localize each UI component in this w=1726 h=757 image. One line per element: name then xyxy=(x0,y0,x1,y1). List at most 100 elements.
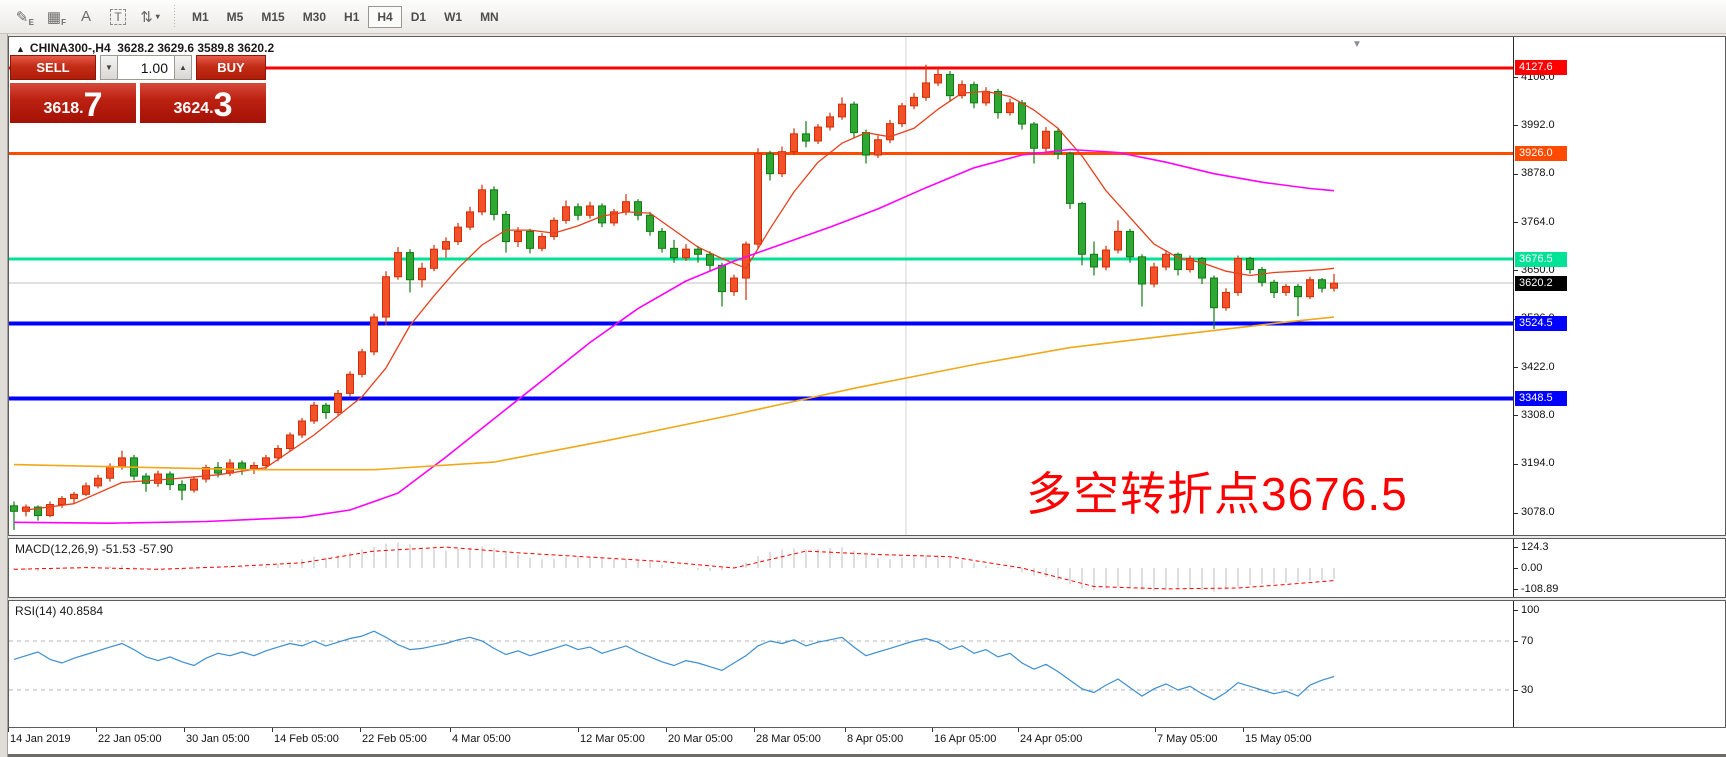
volume-increase-button[interactable]: ▲ xyxy=(174,55,192,80)
level-price-label: 4127.6 xyxy=(1515,60,1567,75)
window-bottom-edge xyxy=(8,754,1726,757)
chart-shift-marker-icon[interactable]: ▼ xyxy=(1352,39,1362,50)
time-axis-label: 22 Jan 05:00 xyxy=(98,733,162,745)
macd-axis[interactable]: 124.3 0.00 -108.89 xyxy=(1513,539,1725,597)
axis-tick-label: 100 xyxy=(1521,604,1540,616)
axis-tick xyxy=(1514,641,1518,642)
buy-button[interactable]: BUY xyxy=(196,55,266,80)
level-price-label: 3348.5 xyxy=(1515,391,1567,406)
level-price-label: 3524.5 xyxy=(1515,316,1567,331)
cursor-mode-icon[interactable]: ⇅ ▾ xyxy=(140,8,160,26)
time-axis-label: 12 Mar 05:00 xyxy=(580,733,645,745)
drawing-tools-group: ✎ E ▦ F A T ⇅ ▾ xyxy=(6,4,166,30)
macd-indicator-panel: MACD(12,26,9) -51.53 -57.90 124.3 0.00 -10… xyxy=(8,538,1726,598)
time-tick xyxy=(450,728,451,732)
tab-timeframe-h1[interactable]: H1 xyxy=(344,9,360,24)
rsi-label: RSI(14) 40.8584 xyxy=(15,604,104,618)
axis-tick xyxy=(1514,589,1518,590)
time-axis-label: 8 Apr 05:00 xyxy=(847,733,904,745)
axis-tick xyxy=(1514,222,1518,223)
price-axis[interactable]: 4106.03992.03878.03764.03650.03536.03422… xyxy=(1513,37,1725,535)
macd-label: MACD(12,26,9) -51.53 -57.90 xyxy=(15,542,174,556)
ohlc-values: 3628.2 3629.6 3589.8 3620.2 xyxy=(117,41,275,55)
time-axis-label: 14 Jan 2019 xyxy=(10,733,71,745)
candlestick-chart[interactable] xyxy=(9,37,1513,535)
axis-tick-label: 30 xyxy=(1521,684,1534,696)
time-tick xyxy=(1018,728,1019,732)
axis-tick xyxy=(1514,415,1518,416)
time-tick xyxy=(754,728,755,732)
buy-price-big: 3 xyxy=(213,86,233,125)
time-tick xyxy=(1243,728,1244,732)
volume-input[interactable] xyxy=(118,55,174,80)
time-axis-label: 30 Jan 05:00 xyxy=(186,733,250,745)
tab-timeframe-m1[interactable]: M1 xyxy=(192,9,209,24)
axis-tick xyxy=(1514,464,1518,465)
axis-tick xyxy=(1514,174,1518,175)
level-price-label: 3676.5 xyxy=(1515,252,1567,267)
toolbar-separator[interactable] xyxy=(172,4,177,29)
axis-tick-label: 3764.0 xyxy=(1521,216,1555,228)
symbol-period-label: CHINA300-,H4 xyxy=(29,41,111,55)
text-a-icon[interactable]: A xyxy=(80,8,91,25)
time-tick xyxy=(8,728,9,732)
time-axis-label: 14 Feb 05:00 xyxy=(274,733,339,745)
window-left-edge xyxy=(0,34,8,757)
timeframe-group: M1 M5 M15 M30 H1 H4 D1 W1 MN xyxy=(183,5,508,28)
time-tick xyxy=(845,728,846,732)
time-tick xyxy=(272,728,273,732)
sell-price-big: 7 xyxy=(83,86,103,125)
axis-tick xyxy=(1514,610,1518,611)
time-tick xyxy=(184,728,185,732)
level-price-label: 3926.0 xyxy=(1515,146,1567,161)
tab-timeframe-h4[interactable]: H4 xyxy=(368,5,402,28)
time-axis-label: 22 Feb 05:00 xyxy=(362,733,427,745)
macd-chart[interactable] xyxy=(9,539,1513,597)
chinese-annotation-text: 多空转折点3676.5 xyxy=(1026,468,1408,520)
axis-tick xyxy=(1514,270,1518,271)
collapse-triangle-icon[interactable]: ▲ xyxy=(16,44,25,54)
axis-tick-label: 3078.0 xyxy=(1521,506,1555,518)
axis-tick-label: 3422.0 xyxy=(1521,361,1555,373)
axis-tick xyxy=(1514,125,1518,126)
tab-timeframe-m30[interactable]: M30 xyxy=(302,9,327,24)
rsi-chart[interactable] xyxy=(9,601,1513,727)
time-axis-label: 28 Mar 05:00 xyxy=(756,733,821,745)
tab-timeframe-mn[interactable]: MN xyxy=(480,9,499,24)
sell-quote[interactable]: 3618. 7 xyxy=(10,83,136,123)
axis-tick xyxy=(1514,568,1518,569)
buy-price-small: 3624. xyxy=(173,100,214,117)
tab-timeframe-m15[interactable]: M15 xyxy=(261,9,285,24)
time-axis-label: 7 May 05:00 xyxy=(1157,733,1218,745)
time-tick xyxy=(666,728,667,732)
time-axis-label: 24 Apr 05:00 xyxy=(1020,733,1083,745)
axis-tick-label: 3194.0 xyxy=(1521,457,1555,469)
axis-tick xyxy=(1514,690,1518,691)
time-axis[interactable]: 14 Jan 2019 22 Jan 05:00 30 Jan 05:00 14 Fe… xyxy=(8,728,1726,754)
buy-quote[interactable]: 3624. 3 xyxy=(140,83,266,123)
sell-price-small: 3618. xyxy=(43,100,84,117)
volume-decrease-button[interactable]: ▼ xyxy=(100,55,118,80)
time-tick xyxy=(360,728,361,732)
crayon-icon[interactable]: ✎ E xyxy=(15,8,34,27)
tab-timeframe-w1[interactable]: W1 xyxy=(444,9,463,24)
axis-tick-label: 3650.0 xyxy=(1521,264,1555,276)
axis-tick-label: 3308.0 xyxy=(1521,409,1555,421)
time-tick xyxy=(578,728,579,732)
time-axis-label: 16 Apr 05:00 xyxy=(934,733,997,745)
time-tick xyxy=(96,728,97,732)
grid-icon[interactable]: ▦ F xyxy=(46,8,66,27)
axis-tick-label: -108.89 xyxy=(1521,583,1559,595)
rsi-axis[interactable]: 100 70 30 xyxy=(1513,601,1725,727)
time-tick xyxy=(932,728,933,732)
axis-tick xyxy=(1514,77,1518,78)
sell-button[interactable]: SELL xyxy=(10,55,96,80)
chart-title: ▲ CHINA300-,H4 3628.2 3629.6 3589.8 3620.… xyxy=(16,41,274,55)
axis-tick-label: 124.3 xyxy=(1521,541,1549,553)
text-box-icon[interactable]: T xyxy=(103,4,133,30)
top-toolbar: ✎ E ▦ F A T ⇅ ▾ M1 M5 M15 M30 H1 H4 D1 W1 MN xyxy=(0,0,1726,34)
time-axis-label: 15 May 05:00 xyxy=(1245,733,1312,745)
tab-timeframe-m5[interactable]: M5 xyxy=(226,9,244,24)
axis-tick-label: 70 xyxy=(1521,635,1534,647)
tab-timeframe-d1[interactable]: D1 xyxy=(410,9,427,24)
